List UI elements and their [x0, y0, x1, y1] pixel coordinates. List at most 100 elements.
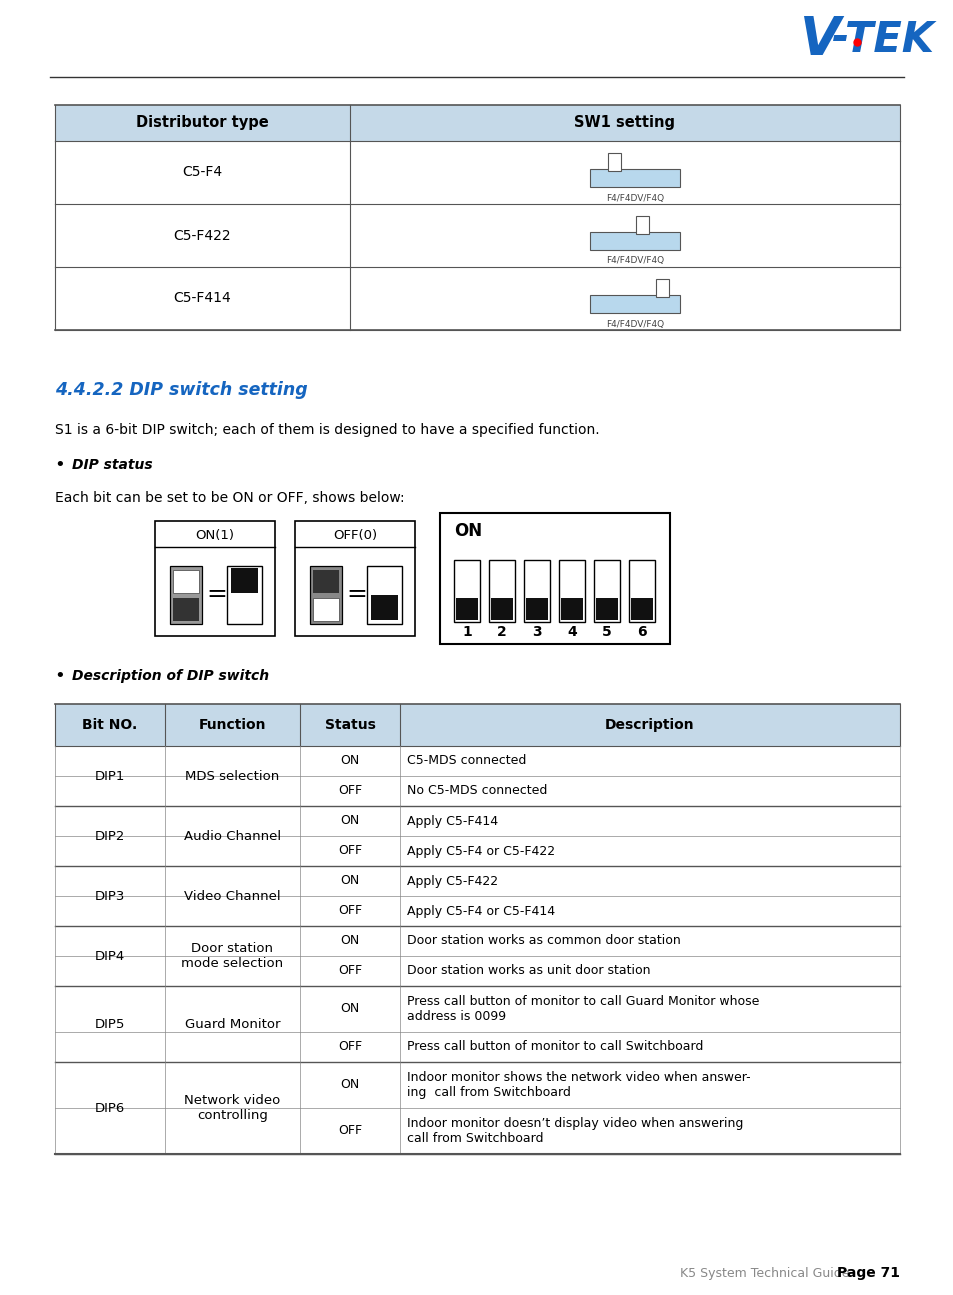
Text: K5 System Technical Guide: K5 System Technical Guide	[679, 1267, 848, 1279]
Text: OFF(0): OFF(0)	[333, 528, 376, 541]
Text: Audio Channel: Audio Channel	[184, 830, 281, 843]
Text: DIP4: DIP4	[94, 949, 125, 962]
Bar	[371, 594, 397, 620]
Text: F4/F4DV/F4Q: F4/F4DV/F4Q	[605, 193, 663, 202]
Text: F4/F4DV/F4Q: F4/F4DV/F4Q	[605, 320, 663, 329]
Bar	[560, 598, 582, 620]
Bar	[367, 566, 401, 624]
Text: =: =	[207, 581, 227, 606]
Text: Apply C5-F414: Apply C5-F414	[407, 815, 497, 828]
Bar	[596, 598, 618, 620]
Bar	[55, 105, 899, 141]
Text: Bit NO.: Bit NO.	[82, 717, 137, 732]
Bar	[456, 598, 477, 620]
Bar	[294, 521, 415, 636]
Text: Apply C5-F4 or C5-F414: Apply C5-F4 or C5-F414	[407, 904, 555, 917]
Text: 2: 2	[497, 625, 506, 638]
Text: 6: 6	[637, 625, 646, 638]
Text: 5: 5	[601, 625, 611, 638]
Text: Door station works as common door station: Door station works as common door statio…	[407, 935, 680, 948]
Text: 4: 4	[566, 625, 577, 638]
Text: DIP1: DIP1	[94, 769, 125, 782]
Text: Each bit can be set to be ON or OFF, shows below:: Each bit can be set to be ON or OFF, sho…	[55, 491, 404, 505]
Text: OFF: OFF	[337, 904, 362, 917]
Text: No C5-MDS connected: No C5-MDS connected	[407, 785, 547, 798]
Text: DIP5: DIP5	[94, 1018, 125, 1031]
Text: ON: ON	[340, 1002, 359, 1015]
Text: Description of DIP switch: Description of DIP switch	[71, 670, 269, 682]
Bar	[313, 598, 338, 622]
Bar	[489, 559, 515, 622]
Text: MDS selection: MDS selection	[185, 769, 279, 782]
Text: V: V	[800, 14, 840, 66]
Bar	[636, 215, 649, 233]
Text: Status: Status	[324, 717, 375, 732]
Text: ON: ON	[340, 815, 359, 828]
Text: Apply C5-F4 or C5-F422: Apply C5-F4 or C5-F422	[407, 844, 555, 857]
Text: ON: ON	[340, 935, 359, 948]
Text: Function: Function	[198, 717, 266, 732]
Bar	[491, 598, 513, 620]
Bar	[231, 569, 257, 593]
Text: DIP status: DIP status	[71, 458, 152, 471]
Bar	[656, 278, 669, 297]
Text: C5-F4: C5-F4	[182, 166, 222, 180]
Bar	[628, 559, 655, 622]
Text: ON: ON	[340, 874, 359, 887]
Text: OFF: OFF	[337, 965, 362, 978]
Text: Apply C5-F422: Apply C5-F422	[407, 874, 497, 887]
Text: Network video
controlling: Network video controlling	[184, 1094, 280, 1121]
Text: Indoor monitor shows the network video when answer-
ing  call from Switchboard: Indoor monitor shows the network video w…	[407, 1071, 750, 1099]
Text: OFF: OFF	[337, 1124, 362, 1137]
Bar	[523, 559, 550, 622]
Bar	[454, 559, 479, 622]
Bar	[589, 168, 679, 186]
Text: DIP2: DIP2	[94, 830, 125, 843]
Text: Distributor type: Distributor type	[136, 115, 269, 131]
Bar	[227, 566, 262, 624]
Text: ON: ON	[340, 755, 359, 768]
Text: Guard Monitor: Guard Monitor	[185, 1018, 280, 1031]
Text: =: =	[346, 581, 367, 606]
Text: OFF: OFF	[337, 1040, 362, 1054]
Text: -: -	[831, 17, 848, 60]
Text: S1 is a 6-bit DIP switch; each of them is designed to have a specified function.: S1 is a 6-bit DIP switch; each of them i…	[55, 423, 599, 436]
Text: 4.4.2.2 DIP switch setting: 4.4.2.2 DIP switch setting	[55, 381, 308, 399]
Bar	[172, 598, 199, 622]
Text: •: •	[54, 456, 66, 474]
Bar	[589, 294, 679, 312]
Text: ON: ON	[454, 522, 481, 540]
Bar	[313, 570, 338, 593]
Text: SW1 setting: SW1 setting	[574, 115, 675, 131]
Text: 1: 1	[461, 625, 472, 638]
Bar	[608, 153, 620, 171]
Text: Page 71: Page 71	[836, 1267, 899, 1279]
Text: OFF: OFF	[337, 785, 362, 798]
Text: Door station works as unit door station: Door station works as unit door station	[407, 965, 650, 978]
Bar	[55, 704, 899, 746]
Text: Press call button of monitor to call Switchboard: Press call button of monitor to call Swi…	[407, 1040, 702, 1054]
Bar	[439, 513, 669, 644]
Bar	[630, 598, 652, 620]
Text: C5-F414: C5-F414	[173, 291, 232, 306]
Bar	[558, 559, 584, 622]
Bar	[310, 566, 341, 624]
Text: DIP3: DIP3	[94, 890, 125, 903]
Text: 3: 3	[532, 625, 541, 638]
Bar	[525, 598, 547, 620]
Bar	[594, 559, 619, 622]
Text: Press call button of monitor to call Guard Monitor whose
address is 0099: Press call button of monitor to call Gua…	[407, 995, 759, 1023]
Bar	[154, 521, 274, 636]
Text: ON(1): ON(1)	[195, 528, 234, 541]
Text: C5-MDS connected: C5-MDS connected	[407, 755, 526, 768]
Bar	[589, 232, 679, 250]
Text: Door station
mode selection: Door station mode selection	[181, 941, 283, 970]
Text: DIP6: DIP6	[94, 1102, 125, 1115]
Text: Video Channel: Video Channel	[184, 890, 280, 903]
Bar	[172, 570, 199, 593]
Text: OFF: OFF	[337, 844, 362, 857]
Text: ON: ON	[340, 1079, 359, 1092]
Text: TEK: TEK	[844, 19, 933, 61]
Text: Indoor monitor doesn’t display video when answering
call from Switchboard: Indoor monitor doesn’t display video whe…	[407, 1118, 742, 1145]
Text: •: •	[54, 667, 66, 685]
